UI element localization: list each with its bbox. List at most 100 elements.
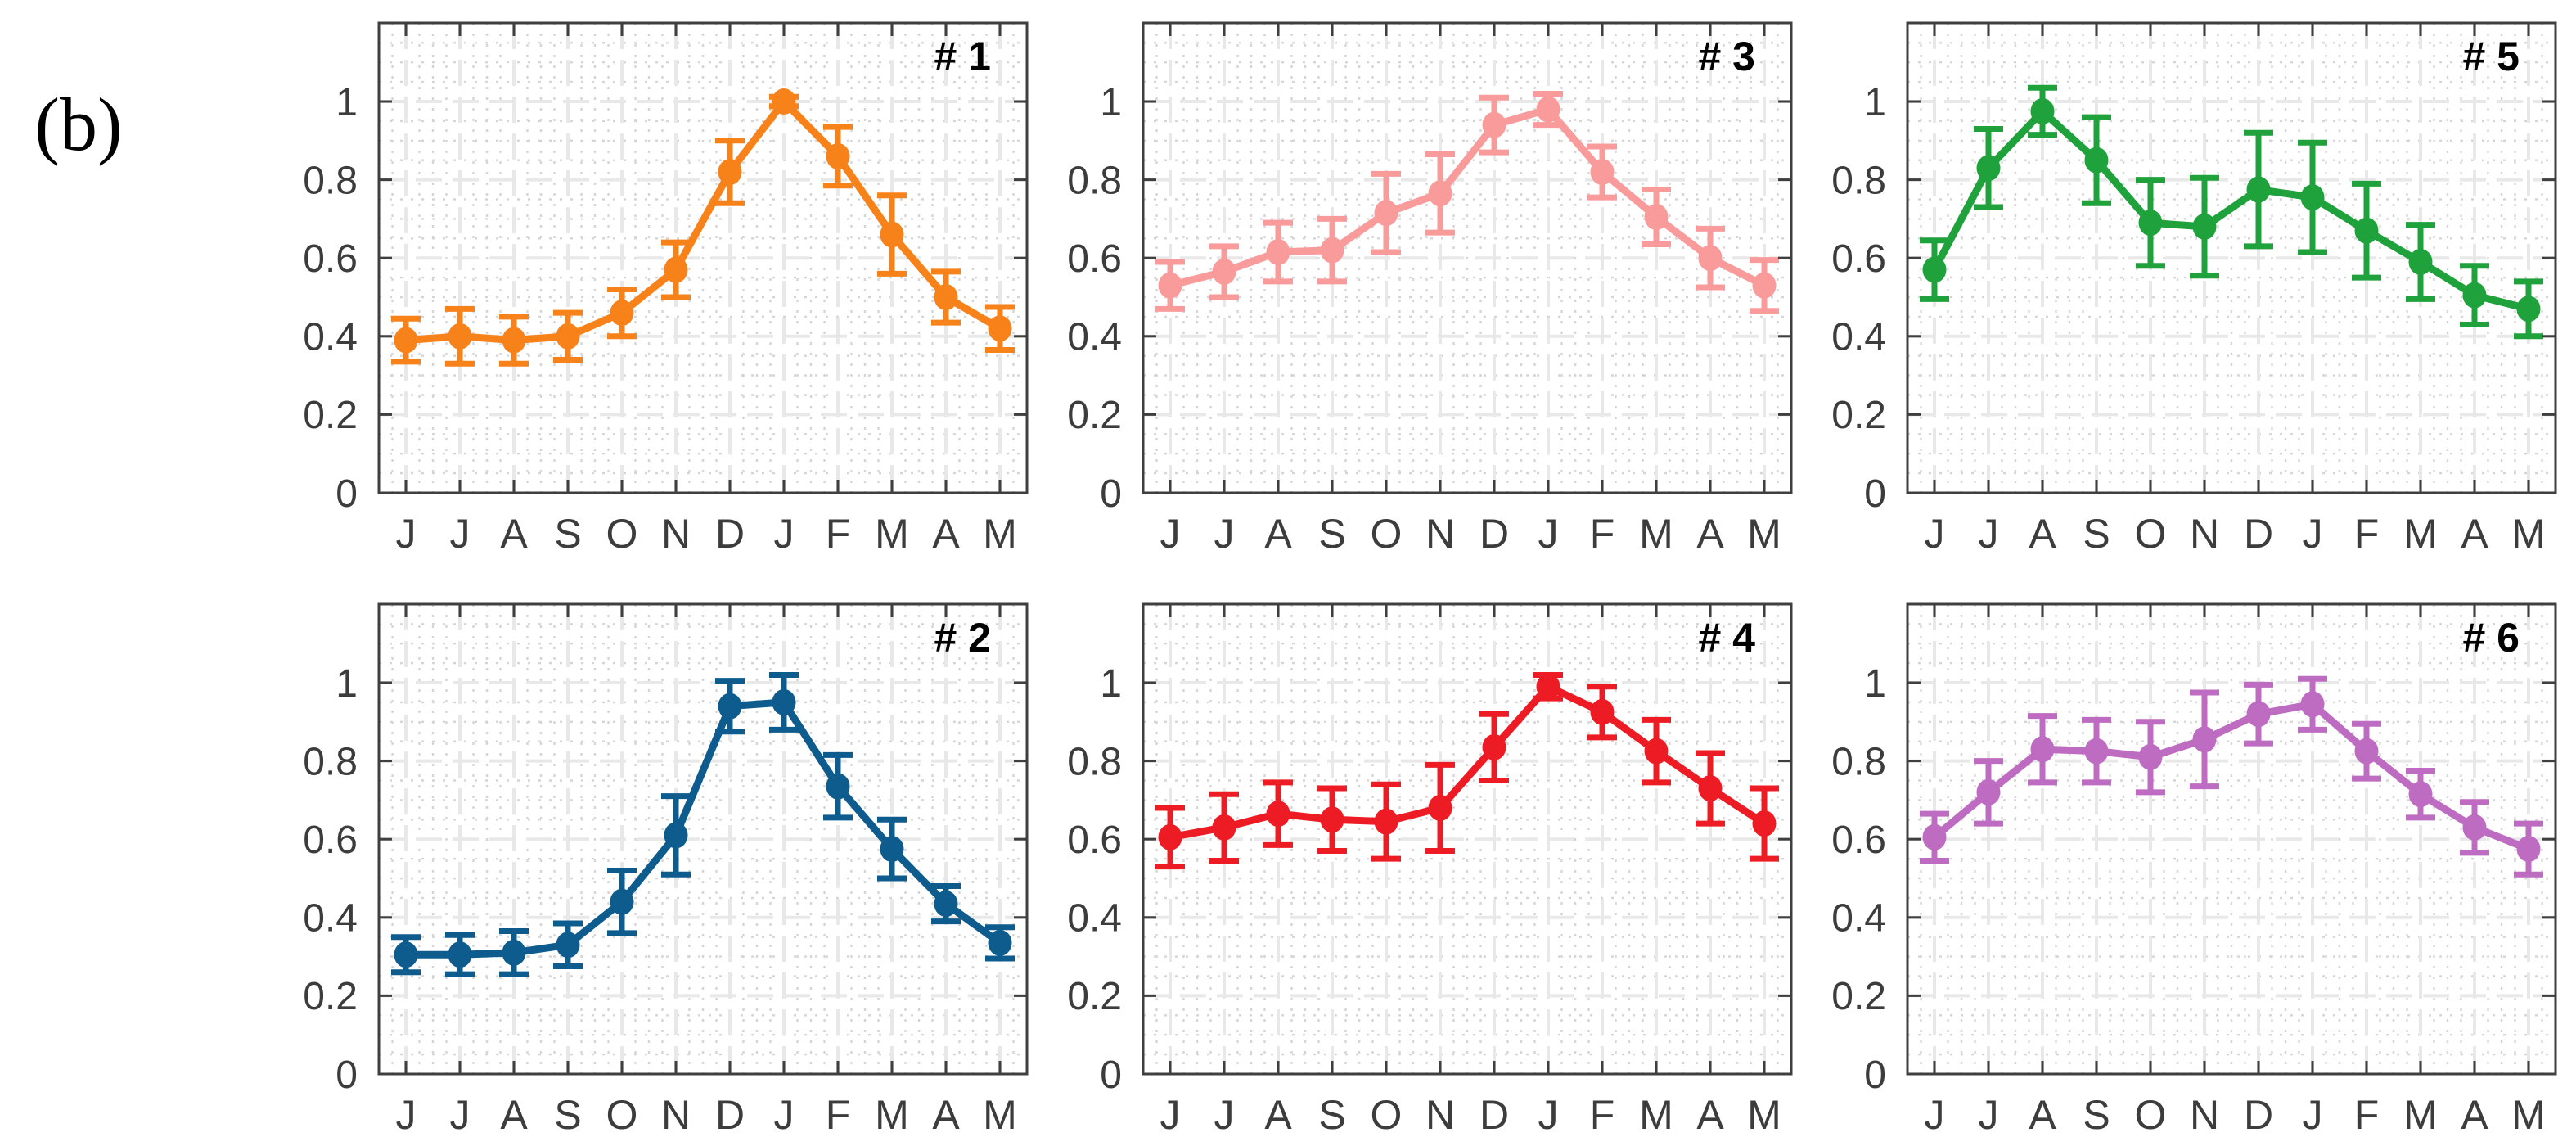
data-point: [1482, 111, 1506, 138]
error-bars: [391, 93, 1015, 367]
data-point: [2246, 701, 2271, 728]
panel-number-label: # 1: [934, 34, 991, 79]
svg-text:J: J: [1979, 511, 1999, 557]
svg-text:J: J: [396, 511, 417, 557]
tick-marks: [1143, 23, 1791, 494]
panel-number-label: # 6: [2462, 615, 2520, 661]
svg-text:J: J: [1925, 1092, 1945, 1138]
data-point: [2462, 814, 2487, 841]
svg-text:J: J: [774, 511, 795, 557]
data-point: [718, 159, 742, 186]
data-points: [1158, 96, 1777, 299]
panel-4: 00.20.40.60.81J J A S O N D J F M A M# 4: [1067, 602, 1793, 1138]
data-point: [826, 142, 850, 169]
data-point: [1752, 810, 1777, 837]
data-point: [2084, 738, 2109, 765]
panel-number-label: # 3: [1698, 34, 1755, 79]
svg-text:0.6: 0.6: [1831, 819, 1886, 862]
svg-text:0.2: 0.2: [303, 394, 358, 437]
svg-text:0.6: 0.6: [1067, 237, 1122, 281]
series-line: [402, 97, 1004, 345]
data-point: [1374, 808, 1398, 835]
data-point: [772, 688, 796, 715]
svg-text:M: M: [2511, 511, 2546, 557]
tick-marks: [379, 604, 1027, 1076]
data-point: [610, 300, 634, 327]
svg-text:M: M: [875, 511, 909, 557]
svg-text:D: D: [2244, 1092, 2273, 1138]
svg-text:0: 0: [336, 472, 358, 516]
panel-1: 00.20.40.60.81J J A S O N D J F M A M# 1: [303, 21, 1029, 557]
svg-text:1: 1: [336, 81, 358, 124]
svg-text:F: F: [826, 511, 851, 557]
svg-text:N: N: [1425, 1092, 1455, 1138]
y-tick-labels: 0 0.2 0.4 0.6 0.8 1: [303, 662, 358, 1097]
panel-number-label: # 4: [1698, 615, 1755, 661]
svg-text:D: D: [1479, 1092, 1509, 1138]
data-points: [1158, 673, 1777, 850]
svg-text:0.4: 0.4: [1067, 897, 1122, 941]
data-points: [394, 688, 1012, 968]
svg-text:O: O: [2135, 1092, 2167, 1138]
tick-marks: [1907, 604, 2556, 1076]
data-point: [1536, 673, 1560, 700]
data-point: [988, 315, 1012, 342]
svg-text:A: A: [1264, 1092, 1292, 1138]
data-point: [2354, 738, 2379, 765]
svg-text:O: O: [606, 1092, 638, 1138]
svg-text:J: J: [2303, 1092, 2323, 1138]
svg-text:M: M: [1747, 511, 1781, 557]
svg-text:F: F: [1590, 511, 1615, 557]
svg-text:J: J: [1925, 511, 1945, 557]
svg-text:0.8: 0.8: [1831, 740, 1886, 783]
tick-marks: [1907, 23, 2556, 494]
svg-text:D: D: [715, 511, 745, 557]
error-bars: [1155, 90, 1779, 314]
data-point: [1212, 814, 1236, 841]
svg-text:M: M: [875, 1092, 909, 1138]
data-point: [1922, 256, 1947, 283]
svg-text:M: M: [1639, 1092, 1673, 1138]
svg-text:J: J: [2303, 511, 2323, 557]
svg-text:1: 1: [1864, 81, 1886, 124]
major-grid: [1907, 23, 2556, 493]
svg-text:0.8: 0.8: [1067, 159, 1122, 202]
data-point: [1644, 738, 1669, 765]
y-tick-labels: 0 0.2 0.4 0.6 0.8 1: [1831, 81, 1886, 516]
svg-text:J: J: [1214, 511, 1235, 557]
data-point: [2138, 210, 2163, 237]
data-point: [1320, 237, 1344, 264]
svg-text:0.8: 0.8: [1067, 740, 1122, 783]
svg-text:0.6: 0.6: [1067, 819, 1122, 862]
svg-text:N: N: [661, 1092, 691, 1138]
figure-panel-letter: (b): [34, 83, 123, 166]
svg-text:A: A: [1696, 1092, 1724, 1138]
data-point: [448, 323, 472, 350]
svg-text:J: J: [1979, 1092, 1999, 1138]
data-point: [1158, 823, 1182, 850]
data-point: [556, 323, 580, 350]
data-point: [718, 693, 742, 720]
data-point: [2408, 781, 2433, 808]
svg-text:0.2: 0.2: [303, 975, 358, 1018]
data-points: [1922, 97, 2541, 323]
data-point: [664, 822, 688, 849]
svg-text:0.6: 0.6: [303, 237, 358, 281]
svg-text:A: A: [2461, 1092, 2488, 1138]
svg-text:A: A: [500, 1092, 528, 1138]
svg-text:0.6: 0.6: [303, 819, 358, 862]
data-points: [394, 88, 1012, 354]
data-point: [2408, 248, 2433, 275]
svg-text:M: M: [983, 511, 1017, 557]
svg-text:0: 0: [1864, 1054, 1886, 1097]
svg-text:N: N: [2190, 1092, 2219, 1138]
svg-text:0.8: 0.8: [303, 740, 358, 783]
svg-text:0.4: 0.4: [303, 316, 358, 359]
data-point: [2192, 213, 2217, 240]
svg-text:N: N: [1425, 511, 1455, 557]
svg-text:A: A: [932, 511, 960, 557]
